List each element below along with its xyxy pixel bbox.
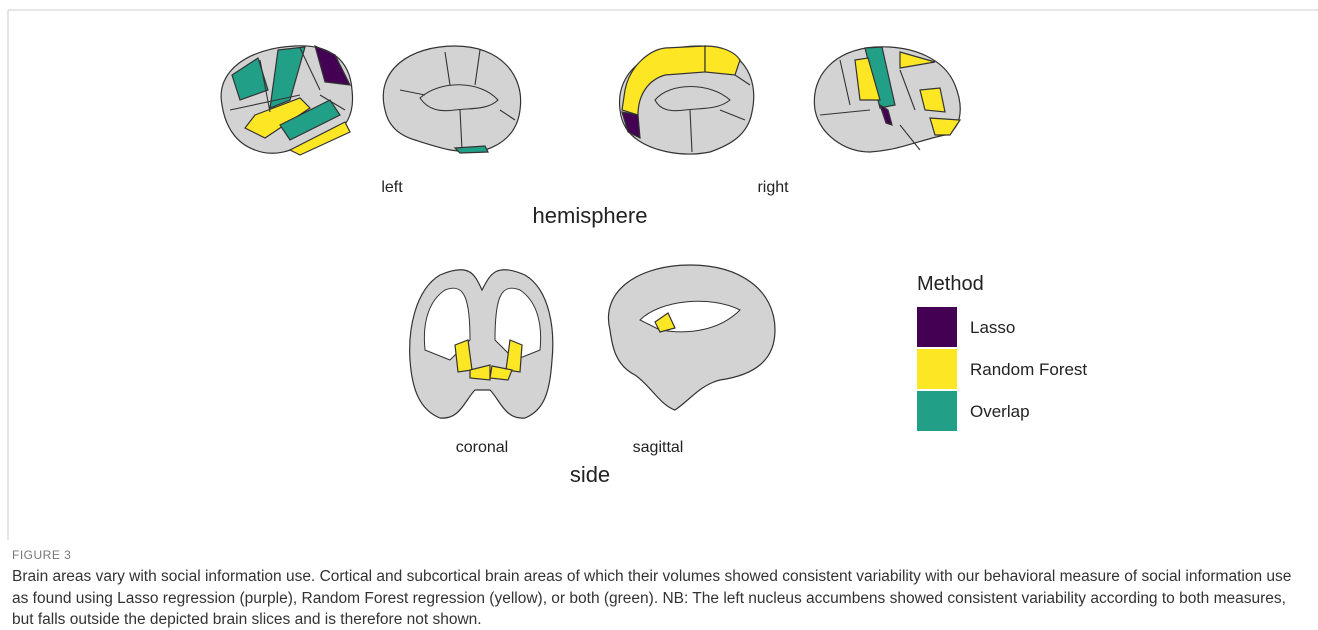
brain-sagittal <box>607 264 776 411</box>
caption-body: Cortical and subcortical brain areas of … <box>12 568 1292 628</box>
legend-label: Lasso <box>970 318 1015 337</box>
view-label: right <box>757 179 789 196</box>
group-title: side <box>570 462 610 487</box>
caption: FIGURE 3 Brain areas vary with social in… <box>12 548 1304 630</box>
legend-title: Method <box>917 273 984 295</box>
brain-left-lateral <box>220 44 354 156</box>
view-label: left <box>381 179 403 196</box>
brain-coronal <box>409 269 554 419</box>
brain-right-lateral <box>813 46 962 153</box>
figure-label: FIGURE 3 <box>12 548 72 562</box>
group-title: hemisphere <box>533 203 648 228</box>
legend-label: Random Forest <box>970 360 1087 379</box>
legend: Lasso Random Forest Overlap <box>917 307 1087 431</box>
caption-text: Brain areas vary with social information… <box>12 566 1304 630</box>
view-label: sagittal <box>633 439 684 456</box>
caption-title: Brain areas vary with social information… <box>12 568 316 585</box>
legend-swatch <box>917 349 957 389</box>
legend-label: Overlap <box>970 402 1030 421</box>
brain-left-medial <box>382 45 522 154</box>
legend-swatch <box>917 391 957 431</box>
brain-right-medial <box>618 45 755 155</box>
view-label: coronal <box>456 439 508 456</box>
figure: left right hemisphere coronal sagittal s… <box>7 9 1318 540</box>
legend-swatch <box>917 307 957 347</box>
